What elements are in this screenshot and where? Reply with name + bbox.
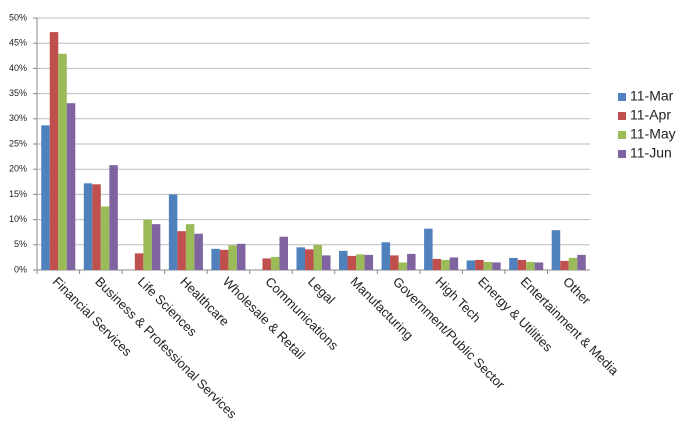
bar: [551, 230, 561, 270]
bar: [526, 261, 535, 270]
bar: [441, 259, 450, 270]
bar: [109, 165, 118, 270]
legend-label: 11-Jun: [630, 145, 672, 161]
bar: [475, 259, 484, 270]
bar: [296, 247, 305, 270]
y-tick-label: 35%: [9, 88, 27, 98]
y-tick-label: 15%: [9, 189, 27, 199]
bar: [228, 245, 237, 270]
bar: [381, 242, 391, 270]
bar: [151, 224, 161, 270]
bar: [398, 262, 408, 270]
x-tick-label: Communications: [262, 274, 341, 353]
legend-label: 11-May: [630, 126, 676, 142]
bar: [41, 125, 50, 271]
bar: [168, 194, 178, 270]
bar: [236, 243, 246, 270]
legend-swatch: [618, 93, 626, 101]
bar: [100, 206, 110, 270]
x-tick-label: Legal: [305, 274, 338, 307]
bar: [517, 259, 527, 270]
bar: [194, 233, 203, 270]
bar: [339, 250, 348, 270]
bar: [492, 262, 501, 270]
y-tick-label: 50%: [9, 12, 27, 22]
bar: [356, 254, 365, 270]
bar: [304, 249, 314, 270]
bar: [279, 236, 288, 270]
bar: [322, 255, 331, 270]
legend-swatch: [618, 150, 626, 158]
legend-swatch: [618, 131, 626, 139]
bar: [211, 248, 220, 270]
bar: [270, 256, 280, 270]
bar: [449, 257, 459, 270]
bar: [466, 260, 476, 270]
bar: [560, 260, 569, 270]
x-tick-label: Energy & Utilities: [475, 274, 556, 355]
bar: [347, 255, 357, 270]
bar: [262, 258, 271, 270]
bar: [83, 183, 93, 270]
bar: [509, 257, 518, 270]
bar: [390, 255, 399, 270]
bar: [313, 244, 323, 270]
bar: [219, 249, 229, 270]
x-tick-label: Financial Services: [50, 274, 136, 360]
bar: [177, 231, 186, 270]
bar: [143, 219, 152, 270]
bar: [49, 32, 59, 270]
legend-label: 11-Mar: [630, 88, 674, 104]
y-tick-label: 25%: [9, 138, 27, 148]
bar: [483, 261, 493, 270]
legend-label: 11-Apr: [630, 107, 671, 123]
bar: [134, 253, 144, 270]
bar: [577, 254, 586, 270]
bar: [534, 262, 544, 270]
bar: [432, 258, 442, 270]
bar: [58, 53, 67, 271]
x-tick-label: Other: [560, 274, 594, 308]
y-tick-label: 10%: [9, 214, 27, 224]
y-tick-label: 30%: [9, 113, 27, 123]
y-tick-label: 0%: [14, 264, 27, 274]
y-tick-label: 45%: [9, 38, 27, 48]
bar: [568, 257, 578, 270]
y-tick-label: 40%: [9, 63, 27, 73]
legend-swatch: [618, 112, 626, 120]
y-tick-label: 5%: [14, 239, 27, 249]
bar: [364, 254, 374, 270]
bar: [66, 103, 76, 271]
bar: [92, 184, 101, 270]
x-tick-label: Wholesale & Retail: [220, 274, 308, 362]
bar: [407, 253, 416, 270]
bar: [185, 224, 195, 270]
y-tick-label: 20%: [9, 164, 27, 174]
bar: [424, 228, 433, 270]
